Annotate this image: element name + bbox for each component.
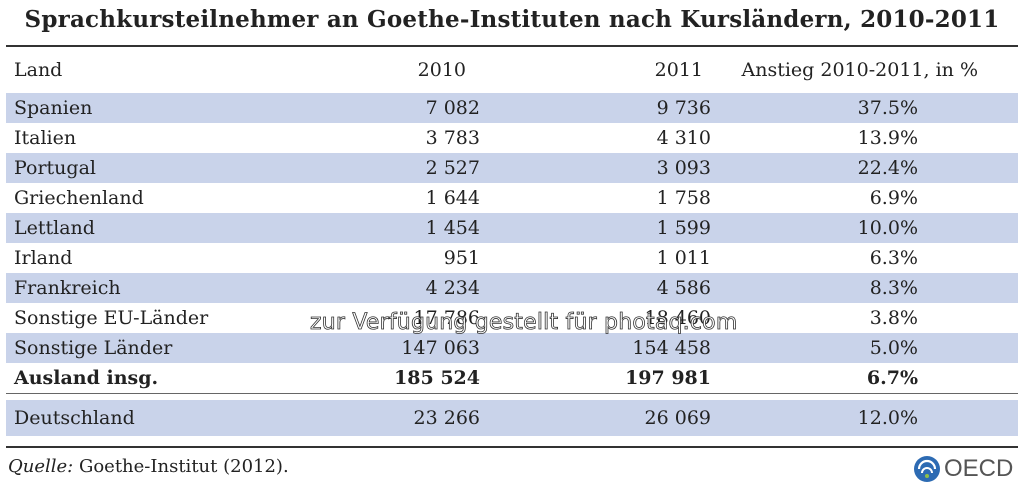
cell-land: Lettland: [6, 213, 265, 243]
cell-2011: 1 599: [480, 213, 711, 243]
cell-increase: 8.3%: [711, 273, 1018, 303]
table-row: Italien 3 783 4 310 13.9%: [6, 123, 1018, 153]
oecd-logo: OECD: [912, 454, 1013, 484]
source-note: Quelle: Goethe-Institut (2012).: [8, 456, 289, 477]
cell-land: Sonstige EU-Länder: [14, 307, 209, 329]
table-row: Sonstige EU-Länder 17 786 18 460 3.8%: [6, 303, 1018, 333]
cell-2011: 1 011: [656, 247, 711, 269]
oecd-globe-icon: [914, 456, 940, 482]
cell-increase: 13.9%: [857, 127, 918, 149]
cell-2010: 2 527: [265, 153, 480, 183]
cell-2010: 17 786: [413, 307, 480, 329]
cell-2010: 23 266: [265, 400, 480, 436]
cell-2011: 154 458: [480, 333, 711, 363]
row-spacer: [6, 393, 1018, 400]
cell-increase: 5.0%: [711, 333, 1018, 363]
cell-2010: 1 644: [425, 187, 480, 209]
cell-land: Deutschland: [6, 400, 265, 436]
header-2010: 2010: [417, 59, 466, 81]
table-title: Sprachkursteilnehmer an Goethe-Institute…: [24, 6, 1000, 33]
header-land: Land: [14, 59, 63, 81]
cell-increase: 22.4%: [711, 153, 1018, 183]
cell-2011: 4 586: [480, 273, 711, 303]
source-text: Goethe-Institut (2012).: [73, 456, 289, 477]
cell-2010: 4 234: [265, 273, 480, 303]
cell-2010: 3 783: [425, 127, 480, 149]
table-row-total: Ausland insg. 185 524 197 981 6.7%: [6, 363, 1018, 394]
table-row: Lettland 1 454 1 599 10.0%: [6, 213, 1018, 243]
oecd-text: OECD: [944, 455, 1014, 482]
source-label: Quelle:: [8, 456, 74, 477]
cell-land: Frankreich: [6, 273, 265, 303]
cell-land: Portugal: [6, 153, 265, 183]
table-row: Griechenland 1 644 1 758 6.9%: [6, 183, 1018, 213]
data-table: Land 2010 2011 Anstieg 2010-2011, in % S…: [6, 47, 1018, 436]
table-row: Deutschland 23 266 26 069 12.0%: [6, 400, 1018, 436]
cell-increase: 12.0%: [711, 400, 1018, 436]
cell-land: Sonstige Länder: [6, 333, 265, 363]
cell-2011: 9 736: [480, 93, 711, 123]
cell-increase: 6.7%: [866, 367, 918, 389]
bottom-rule: [6, 446, 1018, 448]
cell-land: Griechenland: [14, 187, 144, 209]
cell-land: Spanien: [6, 93, 265, 123]
table-row: Portugal 2 527 3 093 22.4%: [6, 153, 1018, 183]
cell-2010: 1 454: [265, 213, 480, 243]
header-2011: 2011: [654, 59, 703, 81]
cell-2010: 951: [443, 247, 480, 269]
cell-land: Ausland insg.: [14, 367, 159, 389]
table-row: Irland 951 1 011 6.3%: [6, 243, 1018, 273]
table-row: Sonstige Länder 147 063 154 458 5.0%: [6, 333, 1018, 363]
cell-2011: 3 093: [480, 153, 711, 183]
table-row: Spanien 7 082 9 736 37.5%: [6, 93, 1018, 123]
cell-increase: 37.5%: [711, 93, 1018, 123]
cell-increase: 6.9%: [869, 187, 918, 209]
cell-increase: 6.3%: [869, 247, 918, 269]
cell-2011: 4 310: [656, 127, 711, 149]
cell-2010: 7 082: [265, 93, 480, 123]
header-row: Land 2010 2011 Anstieg 2010-2011, in %: [6, 47, 1018, 93]
cell-2011: 18 460: [644, 307, 711, 329]
cell-increase: 3.8%: [869, 307, 918, 329]
cell-2011: 1 758: [656, 187, 711, 209]
cell-land: Italien: [14, 127, 77, 149]
cell-2010: 185 524: [394, 367, 480, 389]
cell-2011: 197 981: [625, 367, 711, 389]
top-rule: [6, 45, 1018, 47]
watermark: zur Verfügung gestellt für photaq.com: [310, 310, 738, 336]
cell-land: Irland: [14, 247, 73, 269]
table-row: Frankreich 4 234 4 586 8.3%: [6, 273, 1018, 303]
cell-increase: 10.0%: [711, 213, 1018, 243]
cell-2010: 147 063: [265, 333, 480, 363]
cell-2011: 26 069: [480, 400, 711, 436]
header-increase: Anstieg 2010-2011, in %: [741, 59, 978, 81]
